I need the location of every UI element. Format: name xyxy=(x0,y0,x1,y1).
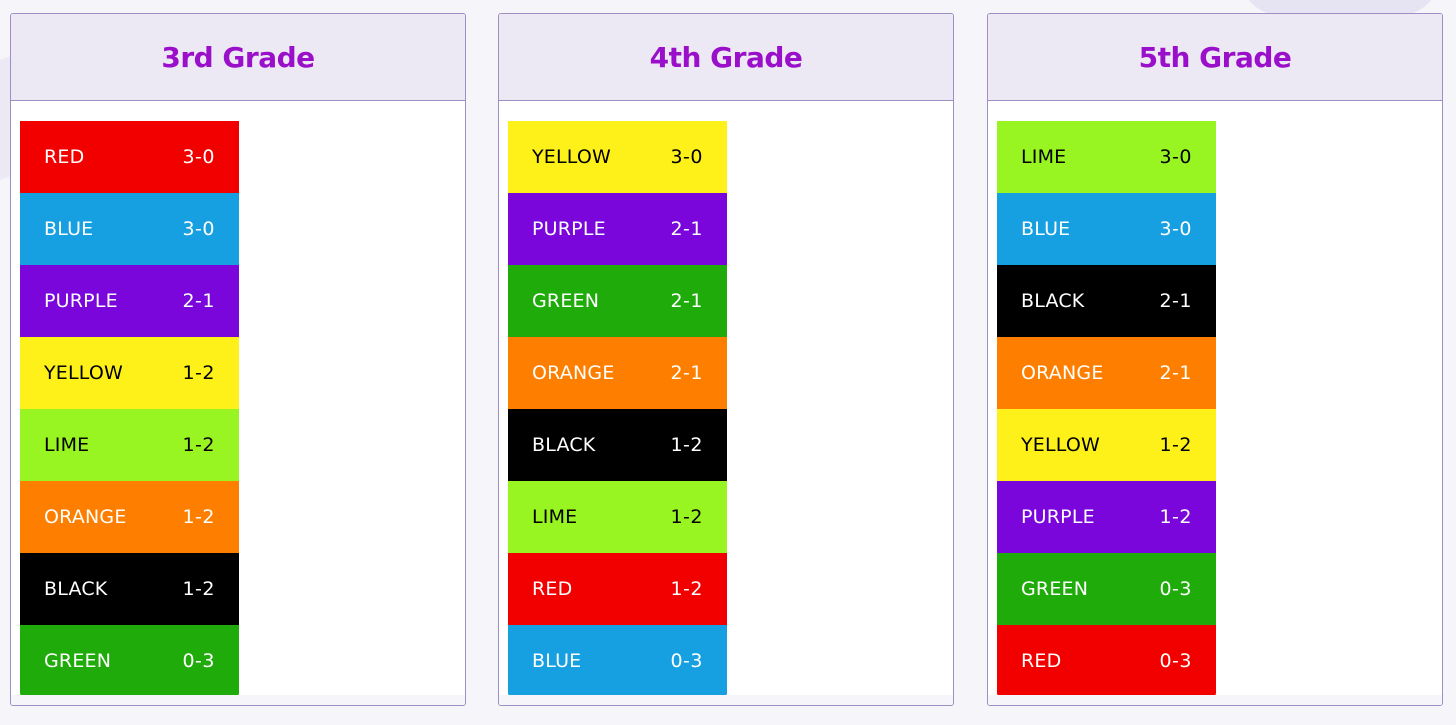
standings-list: LIME 3-0 BLUE 3-0 BLACK 2-1 ORANGE 2-1 YELLOW 1-2… xyxy=(997,121,1216,697)
team-row: BLACK 2-1 xyxy=(997,265,1216,337)
team-row: YELLOW 1-2 xyxy=(997,409,1216,481)
team-name: BLACK xyxy=(44,578,108,600)
standings-list: YELLOW 3-0 PURPLE 2-1 GREEN 2-1 ORANGE 2-1 BLACK… xyxy=(508,121,727,697)
team-record: 1-2 xyxy=(182,362,215,384)
team-name: BLUE xyxy=(1021,218,1071,240)
team-row: RED 3-0 xyxy=(20,121,239,193)
team-row: PURPLE 2-1 xyxy=(20,265,239,337)
team-name: RED xyxy=(1021,650,1062,672)
team-name: GREEN xyxy=(532,290,600,312)
team-record: 2-1 xyxy=(182,290,215,312)
team-row: ORANGE 1-2 xyxy=(20,481,239,553)
team-record: 3-0 xyxy=(670,146,703,168)
panel-footer-strip xyxy=(11,695,465,705)
grade-panel-3rd: 3rd Grade RED 3-0 BLUE 3-0 PURPLE 2-1 YELLOW 1-… xyxy=(10,13,466,706)
team-record: 3-0 xyxy=(1159,218,1192,240)
grade-panel-5th: 5th Grade LIME 3-0 BLUE 3-0 BLACK 2-1 ORANGE 2-… xyxy=(987,13,1443,706)
team-name: PURPLE xyxy=(44,290,118,312)
team-row: RED 1-2 xyxy=(508,553,727,625)
team-row: GREEN 0-3 xyxy=(997,553,1216,625)
team-name: LIME xyxy=(532,506,578,528)
team-name: PURPLE xyxy=(532,218,606,240)
team-row: BLACK 1-2 xyxy=(20,553,239,625)
team-name: ORANGE xyxy=(532,362,615,384)
panel-title: 4th Grade xyxy=(649,40,803,74)
team-name: YELLOW xyxy=(44,362,124,384)
panel-header: 3rd Grade xyxy=(11,14,465,101)
team-record: 1-2 xyxy=(1159,506,1192,528)
team-record: 3-0 xyxy=(182,146,215,168)
panel-footer-strip xyxy=(988,695,1442,705)
panel-footer-strip xyxy=(499,695,953,705)
panel-title: 5th Grade xyxy=(1138,40,1292,74)
background-decoration xyxy=(1240,0,1440,15)
grade-panel-4th: 4th Grade YELLOW 3-0 PURPLE 2-1 GREEN 2-1 ORAN… xyxy=(498,13,954,706)
team-record: 1-2 xyxy=(182,506,215,528)
team-name: BLACK xyxy=(532,434,596,456)
team-row: YELLOW 1-2 xyxy=(20,337,239,409)
team-name: RED xyxy=(532,578,573,600)
team-row: BLUE 3-0 xyxy=(997,193,1216,265)
team-row: RED 0-3 xyxy=(997,625,1216,697)
team-row: GREEN 0-3 xyxy=(20,625,239,697)
panel-header: 4th Grade xyxy=(499,14,953,101)
team-record: 2-1 xyxy=(670,218,703,240)
panel-title: 3rd Grade xyxy=(161,40,315,74)
team-row: YELLOW 3-0 xyxy=(508,121,727,193)
team-row: ORANGE 2-1 xyxy=(508,337,727,409)
team-name: GREEN xyxy=(44,650,112,672)
standings-list: RED 3-0 BLUE 3-0 PURPLE 2-1 YELLOW 1-2 LIME 1-2 OR… xyxy=(20,121,239,697)
team-row: ORANGE 2-1 xyxy=(997,337,1216,409)
team-record: 0-3 xyxy=(670,650,703,672)
team-name: ORANGE xyxy=(44,506,127,528)
team-record: 1-2 xyxy=(1159,434,1192,456)
team-record: 1-2 xyxy=(670,578,703,600)
team-row: PURPLE 1-2 xyxy=(997,481,1216,553)
team-record: 1-2 xyxy=(182,434,215,456)
team-record: 1-2 xyxy=(670,506,703,528)
team-name: BLUE xyxy=(44,218,94,240)
team-name: LIME xyxy=(44,434,90,456)
team-record: 0-3 xyxy=(182,650,215,672)
team-name: RED xyxy=(44,146,85,168)
team-record: 1-2 xyxy=(670,434,703,456)
team-record: 0-3 xyxy=(1159,578,1192,600)
team-row: LIME 3-0 xyxy=(997,121,1216,193)
team-name: PURPLE xyxy=(1021,506,1095,528)
team-row: GREEN 2-1 xyxy=(508,265,727,337)
team-record: 3-0 xyxy=(182,218,215,240)
panel-header: 5th Grade xyxy=(988,14,1442,101)
team-record: 2-1 xyxy=(670,290,703,312)
team-record: 2-1 xyxy=(1159,362,1192,384)
team-name: YELLOW xyxy=(1021,434,1101,456)
team-record: 3-0 xyxy=(1159,146,1192,168)
team-name: BLACK xyxy=(1021,290,1085,312)
team-name: ORANGE xyxy=(1021,362,1104,384)
team-name: YELLOW xyxy=(532,146,612,168)
team-name: LIME xyxy=(1021,146,1067,168)
team-row: LIME 1-2 xyxy=(508,481,727,553)
team-row: BLACK 1-2 xyxy=(508,409,727,481)
team-row: PURPLE 2-1 xyxy=(508,193,727,265)
team-record: 1-2 xyxy=(182,578,215,600)
team-row: BLUE 3-0 xyxy=(20,193,239,265)
team-row: BLUE 0-3 xyxy=(508,625,727,697)
team-name: BLUE xyxy=(532,650,582,672)
team-row: LIME 1-2 xyxy=(20,409,239,481)
team-name: GREEN xyxy=(1021,578,1089,600)
team-record: 0-3 xyxy=(1159,650,1192,672)
team-record: 2-1 xyxy=(670,362,703,384)
team-record: 2-1 xyxy=(1159,290,1192,312)
